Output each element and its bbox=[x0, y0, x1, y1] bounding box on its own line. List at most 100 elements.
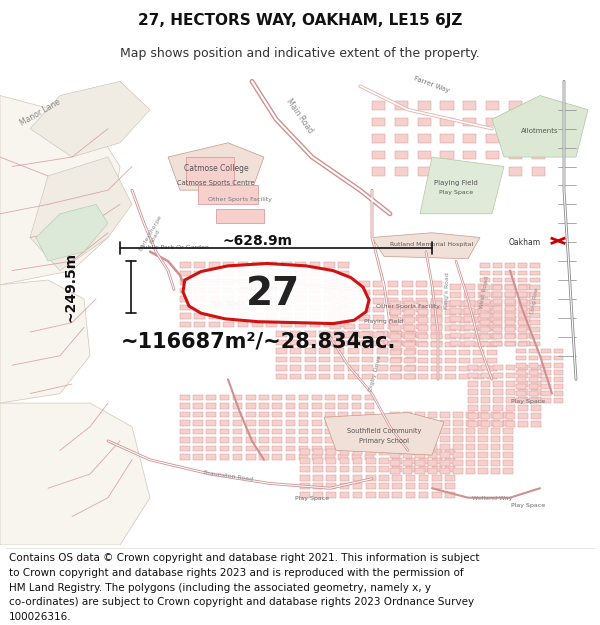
Bar bbox=[180, 304, 191, 311]
Bar bbox=[506, 405, 515, 411]
Bar bbox=[481, 389, 490, 394]
Bar bbox=[272, 412, 282, 418]
Bar bbox=[365, 454, 374, 460]
Bar bbox=[276, 348, 287, 354]
Bar bbox=[403, 452, 412, 458]
Bar bbox=[391, 357, 402, 362]
Bar bbox=[505, 278, 515, 282]
Bar bbox=[272, 446, 282, 451]
Bar bbox=[206, 394, 216, 400]
Bar bbox=[450, 324, 461, 330]
Bar bbox=[459, 301, 470, 307]
Bar bbox=[505, 285, 515, 289]
Bar bbox=[466, 452, 475, 458]
Bar bbox=[223, 304, 234, 311]
Bar bbox=[326, 475, 336, 481]
Bar bbox=[406, 458, 415, 464]
Bar bbox=[419, 475, 428, 481]
Bar bbox=[300, 458, 310, 464]
Bar bbox=[362, 348, 373, 354]
Bar bbox=[487, 334, 497, 339]
Bar bbox=[216, 209, 264, 223]
Bar bbox=[300, 466, 310, 472]
Bar bbox=[310, 288, 320, 293]
Bar bbox=[503, 452, 513, 458]
Bar bbox=[310, 262, 320, 268]
Bar bbox=[276, 331, 287, 337]
Bar bbox=[180, 296, 191, 302]
Bar bbox=[518, 264, 527, 268]
Bar bbox=[481, 381, 490, 386]
Bar bbox=[300, 449, 310, 455]
Bar bbox=[481, 413, 490, 419]
Bar bbox=[362, 357, 373, 362]
Bar bbox=[505, 299, 515, 304]
Bar bbox=[466, 436, 475, 442]
Bar bbox=[486, 151, 499, 159]
Bar bbox=[390, 436, 400, 442]
Bar bbox=[406, 348, 416, 354]
Bar bbox=[338, 288, 349, 293]
Bar bbox=[310, 296, 320, 302]
Bar bbox=[509, 151, 522, 159]
Bar bbox=[431, 341, 442, 348]
Bar bbox=[220, 412, 229, 418]
Bar bbox=[440, 452, 450, 458]
Bar bbox=[532, 168, 545, 176]
Bar bbox=[532, 151, 545, 159]
Bar bbox=[338, 296, 349, 302]
Bar bbox=[365, 394, 374, 400]
Bar bbox=[530, 264, 540, 268]
Text: Play Space: Play Space bbox=[511, 399, 545, 404]
Bar bbox=[418, 151, 431, 159]
Bar bbox=[431, 332, 442, 338]
Bar bbox=[259, 437, 269, 442]
Bar bbox=[390, 428, 400, 434]
Bar bbox=[480, 299, 490, 304]
Bar bbox=[416, 332, 427, 338]
Bar bbox=[506, 421, 515, 427]
Bar bbox=[519, 292, 530, 298]
Bar bbox=[487, 301, 497, 307]
Bar bbox=[238, 304, 248, 311]
Bar bbox=[432, 484, 442, 489]
Bar bbox=[431, 326, 442, 331]
Bar bbox=[493, 264, 502, 268]
Bar bbox=[281, 271, 292, 276]
Bar bbox=[209, 296, 220, 302]
Bar bbox=[464, 324, 475, 330]
Bar bbox=[478, 324, 488, 330]
Bar bbox=[404, 301, 415, 307]
Bar bbox=[402, 289, 413, 295]
Text: Catmose Sports Centre: Catmose Sports Centre bbox=[177, 180, 255, 186]
Bar bbox=[319, 339, 330, 346]
Bar bbox=[480, 278, 490, 282]
Bar bbox=[330, 332, 341, 338]
Bar bbox=[391, 374, 402, 379]
Bar bbox=[392, 458, 402, 464]
Bar bbox=[395, 101, 408, 110]
Bar bbox=[445, 341, 456, 348]
Bar bbox=[505, 341, 516, 346]
Bar bbox=[359, 324, 370, 329]
Bar bbox=[491, 460, 500, 466]
Bar bbox=[518, 320, 527, 325]
Bar bbox=[193, 412, 203, 418]
Bar bbox=[418, 326, 428, 331]
Bar bbox=[325, 454, 335, 460]
Bar bbox=[491, 428, 500, 434]
Bar bbox=[238, 271, 248, 276]
Bar bbox=[518, 413, 528, 419]
Bar bbox=[305, 348, 316, 354]
Bar bbox=[377, 348, 388, 354]
Bar bbox=[419, 449, 428, 455]
Bar bbox=[493, 381, 503, 386]
Bar bbox=[487, 357, 497, 363]
Bar bbox=[532, 118, 545, 126]
Bar bbox=[404, 349, 415, 355]
Bar bbox=[516, 349, 526, 353]
Bar bbox=[478, 428, 488, 434]
Bar bbox=[530, 299, 540, 304]
Bar bbox=[246, 420, 256, 426]
Bar bbox=[516, 398, 526, 403]
